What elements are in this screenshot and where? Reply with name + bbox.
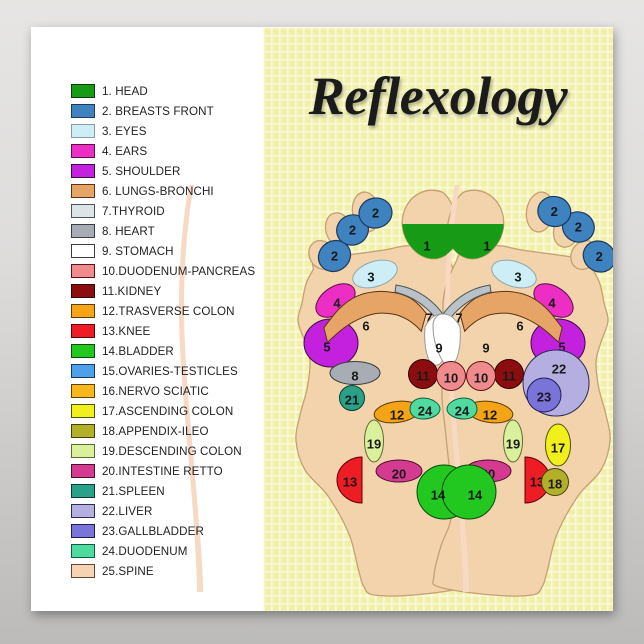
svg-text:22: 22 (552, 361, 566, 376)
svg-text:24: 24 (455, 403, 470, 418)
svg-text:10: 10 (444, 370, 458, 385)
svg-text:12: 12 (483, 407, 497, 422)
svg-text:11: 11 (502, 368, 516, 383)
svg-text:3: 3 (367, 269, 374, 284)
svg-text:3: 3 (514, 269, 521, 284)
svg-text:2: 2 (372, 205, 379, 220)
svg-text:14: 14 (468, 487, 483, 502)
svg-text:20: 20 (392, 466, 406, 481)
svg-text:6: 6 (516, 318, 523, 333)
svg-text:2: 2 (551, 204, 558, 219)
svg-text:12: 12 (390, 407, 404, 422)
svg-text:19: 19 (506, 436, 520, 451)
svg-text:4: 4 (548, 295, 556, 310)
svg-text:11: 11 (416, 368, 430, 383)
svg-text:23: 23 (537, 389, 551, 404)
svg-text:17: 17 (551, 440, 565, 455)
svg-text:14: 14 (431, 487, 446, 502)
svg-text:2: 2 (331, 248, 338, 263)
svg-text:9: 9 (435, 340, 442, 355)
svg-text:2: 2 (349, 222, 356, 237)
svg-text:8: 8 (351, 368, 358, 383)
svg-text:6: 6 (362, 318, 369, 333)
svg-text:18: 18 (548, 476, 562, 491)
svg-text:24: 24 (418, 403, 433, 418)
svg-text:2: 2 (596, 249, 603, 264)
svg-text:1: 1 (423, 238, 430, 253)
svg-text:21: 21 (345, 392, 359, 407)
svg-text:19: 19 (367, 436, 381, 451)
svg-text:9: 9 (482, 340, 489, 355)
svg-text:2: 2 (575, 219, 582, 234)
svg-text:10: 10 (474, 370, 488, 385)
svg-text:1: 1 (483, 238, 490, 253)
svg-text:13: 13 (343, 474, 357, 489)
